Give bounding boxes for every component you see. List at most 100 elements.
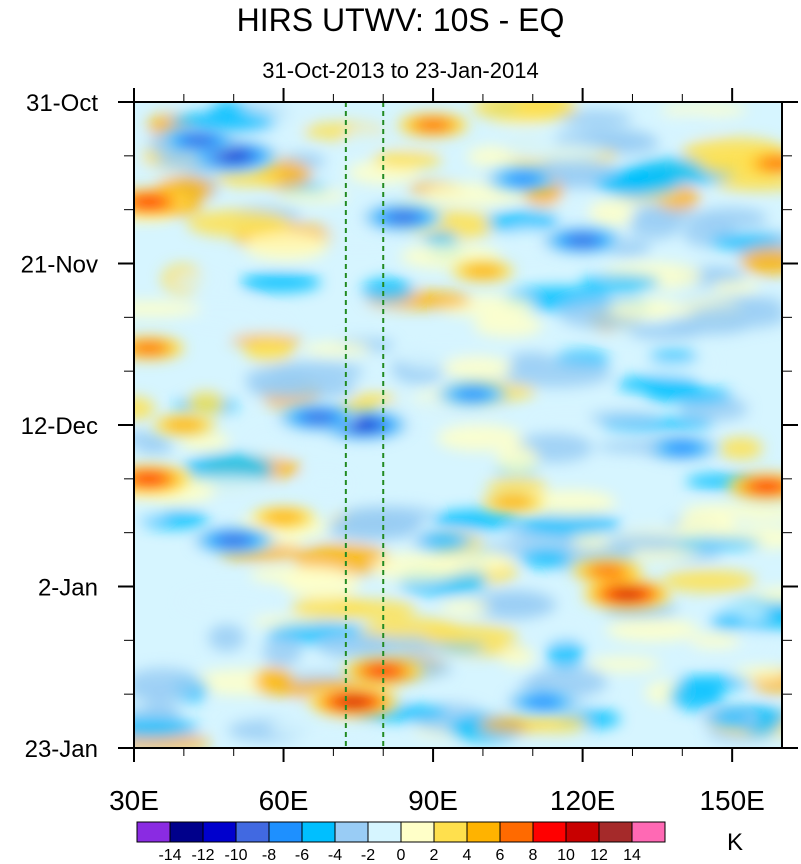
colorbar-label: 10 (557, 847, 575, 864)
texture-blob (439, 600, 490, 615)
field-feature (664, 442, 700, 454)
texture-blob (608, 534, 682, 551)
field-feature (751, 481, 782, 492)
texture-blob (361, 278, 414, 302)
field-feature (217, 534, 250, 546)
texture-blob (262, 636, 302, 667)
colorbar-swatch (532, 821, 567, 843)
colorbar-label: 14 (623, 847, 641, 864)
x-tick-label: 90E (408, 785, 458, 816)
field-feature (338, 696, 368, 707)
texture-blob (487, 596, 546, 611)
y-axis: 31-Oct 21-Nov 12-Dec 2-Jan 23-Jan (21, 90, 798, 763)
field-feature (566, 235, 599, 246)
texture-blob (733, 666, 782, 680)
texture-blob (661, 569, 756, 593)
field-feature (455, 388, 491, 401)
texture-blob (658, 416, 714, 430)
colorbar-swatch (235, 821, 270, 843)
texture-blob (710, 613, 747, 631)
texture-blob (432, 509, 520, 531)
texture-blob (525, 489, 617, 516)
colorbar-label: -12 (191, 847, 214, 864)
texture-blob (268, 717, 373, 739)
colorbar-swatch (631, 821, 666, 843)
texture-blob (579, 274, 661, 291)
texture-blob (501, 228, 560, 259)
colorbar-swatch (400, 821, 435, 843)
x-tick-label: 150E (699, 785, 764, 816)
texture-blob (711, 280, 760, 294)
texture-blob (607, 299, 673, 319)
texture-blob (709, 233, 782, 251)
y-tick-label: 12-Dec (21, 413, 98, 440)
field-feature (462, 264, 504, 278)
texture-blob (134, 396, 155, 420)
texture-blob (215, 167, 283, 187)
texture-blob (300, 471, 350, 496)
texture-blob (181, 431, 230, 452)
texture-blob (528, 666, 608, 698)
field-feature (182, 135, 215, 146)
texture-blob (740, 247, 782, 275)
plot-area (134, 102, 782, 748)
texture-blob (249, 431, 291, 458)
texture-blob (486, 210, 560, 234)
colorbar-label: -14 (158, 847, 181, 864)
texture-blob (537, 159, 617, 182)
field-feature (263, 510, 305, 525)
texture-blob (687, 304, 782, 329)
texture-blob (352, 392, 397, 406)
texture-blob (186, 209, 292, 238)
texture-blob (134, 498, 167, 520)
texture-blob (423, 183, 529, 206)
field-feature (302, 411, 335, 423)
field-feature (134, 342, 167, 354)
field-feature (134, 196, 165, 208)
colorbar-swatch (499, 821, 534, 843)
texture-blob (627, 323, 704, 341)
colorbar-label: -8 (262, 847, 276, 864)
field-feature (134, 473, 165, 485)
texture-blob (372, 149, 442, 169)
field-feature (505, 173, 541, 185)
texture-blob (517, 513, 622, 536)
texture-blob (302, 342, 371, 356)
field-features (134, 113, 782, 728)
field-feature (387, 211, 420, 223)
texture-blob (170, 274, 225, 288)
texture-blob (533, 621, 583, 642)
field-feature (492, 495, 534, 509)
colorbar-swatch (334, 821, 369, 843)
colorbar-label: 6 (496, 847, 505, 864)
y-tick-label: 23-Jan (25, 736, 98, 763)
texture-blob (523, 714, 588, 733)
field-feature (589, 565, 626, 578)
texture-blob (612, 172, 651, 197)
texture-blob (546, 638, 584, 669)
texture-blob (657, 113, 728, 134)
colorbar-label: -2 (361, 847, 375, 864)
texture-blob (756, 587, 782, 603)
colorbar-swatch (598, 821, 633, 843)
texture-blob (559, 110, 633, 128)
texture-blob (436, 424, 522, 452)
texture-blob (239, 272, 322, 293)
texture-blob (693, 207, 768, 230)
field-feature (525, 695, 561, 708)
field-feature (759, 157, 782, 170)
colorbar-label: 8 (529, 847, 538, 864)
texture-blob (179, 588, 280, 614)
texture-blob (530, 416, 603, 429)
texture-blob (496, 444, 539, 476)
colorbar-label: 2 (430, 847, 439, 864)
texture-blob (229, 314, 293, 341)
colorbar-swatch (367, 821, 402, 843)
texture-blob (587, 411, 659, 424)
texture-blob (244, 340, 295, 362)
colorbar-label: -10 (224, 847, 247, 864)
texture-blob (344, 128, 384, 151)
colorbar-label: 0 (397, 847, 406, 864)
chart-title: HIRS UTWV: 10S - EQ (236, 2, 565, 38)
